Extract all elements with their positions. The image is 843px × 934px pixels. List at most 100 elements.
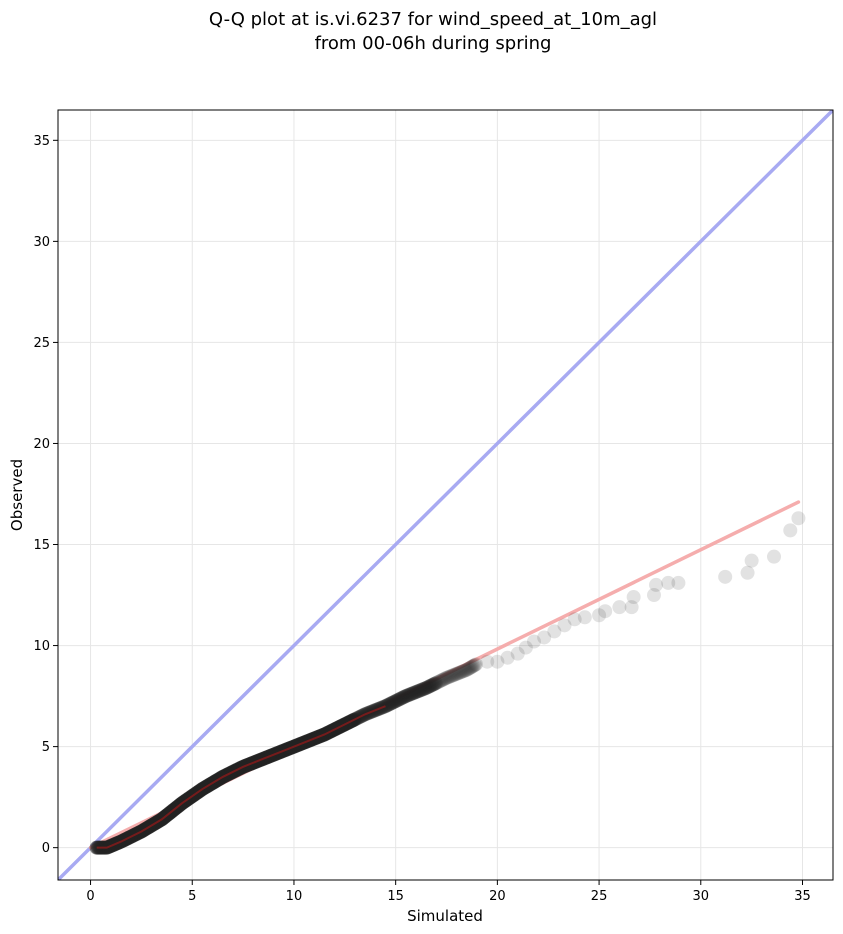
data-point	[445, 668, 460, 683]
x-tick-label: 30	[693, 889, 710, 904]
data-point	[404, 686, 419, 701]
data-point	[402, 687, 417, 702]
data-point	[436, 672, 451, 687]
data-point	[459, 662, 474, 677]
data-point	[480, 654, 495, 669]
data-point	[626, 590, 641, 605]
data-point	[526, 634, 541, 649]
data-point	[392, 692, 407, 707]
data-point	[411, 684, 426, 699]
scatter-points	[480, 511, 806, 669]
data-point	[453, 665, 468, 680]
data-point	[403, 687, 418, 702]
y-tick-label: 35	[33, 134, 50, 149]
y-axis-ticks: 0 5 10 15 20 25 30 35	[33, 134, 58, 856]
data-point	[450, 666, 465, 681]
y-tick-label: 25	[33, 336, 50, 351]
data-point	[740, 565, 755, 580]
data-point	[394, 691, 409, 706]
data-point	[380, 698, 395, 713]
data-point	[649, 577, 664, 592]
data-point	[422, 679, 437, 694]
data-point	[428, 676, 443, 691]
data-point	[783, 523, 798, 538]
data-point	[398, 689, 413, 704]
data-point	[412, 683, 427, 698]
data-point	[434, 673, 449, 688]
data-point	[661, 575, 676, 590]
plot-frame	[57, 109, 834, 881]
data-point	[426, 677, 441, 692]
data-point	[466, 658, 481, 673]
data-point	[460, 662, 475, 677]
data-point	[438, 671, 453, 686]
data-point	[437, 671, 452, 686]
y-axis-label: Observed	[8, 459, 26, 531]
data-point	[416, 681, 431, 696]
data-point	[458, 663, 473, 678]
data-point	[718, 569, 733, 584]
data-point	[399, 688, 414, 703]
regression-line-core	[96, 705, 386, 849]
identity-line	[58, 110, 833, 880]
x-tick-label: 5	[188, 889, 196, 904]
data-point	[397, 689, 412, 704]
data-point	[490, 654, 505, 669]
data-point	[413, 683, 428, 698]
x-axis-label: Simulated	[407, 907, 483, 925]
data-point	[444, 669, 459, 684]
data-point	[420, 680, 435, 695]
data-point	[465, 659, 480, 674]
y-tick-label: 10	[33, 639, 50, 654]
data-point	[518, 640, 533, 655]
data-point	[462, 660, 477, 675]
data-point	[537, 630, 552, 645]
data-point	[463, 660, 478, 675]
data-point	[379, 698, 394, 713]
data-point	[409, 685, 424, 700]
y-tick-label: 30	[33, 235, 50, 250]
data-point	[646, 588, 661, 603]
data-point	[547, 624, 562, 639]
data-point	[418, 681, 433, 696]
data-point	[433, 674, 448, 689]
data-point	[510, 646, 525, 661]
data-point	[384, 696, 399, 711]
data-point	[469, 657, 484, 672]
data-point	[557, 618, 572, 633]
data-point	[427, 676, 442, 691]
y-tick-label: 15	[33, 538, 50, 553]
x-tick-label: 0	[86, 889, 94, 904]
data-point	[390, 693, 405, 708]
data-point	[406, 685, 421, 700]
data-point	[419, 681, 434, 696]
y-tick-label: 20	[33, 437, 50, 452]
data-point	[612, 600, 627, 615]
data-point	[439, 670, 454, 685]
chart-title-line-1: Q-Q plot at is.vi.6237 for wind_speed_at…	[209, 9, 657, 30]
data-point	[381, 697, 396, 712]
data-point	[410, 684, 425, 699]
data-point	[430, 675, 445, 690]
data-point	[456, 664, 471, 679]
data-point	[567, 612, 582, 627]
data-point	[385, 695, 400, 710]
y-tick-label: 0	[42, 841, 50, 856]
x-tick-label: 20	[489, 889, 506, 904]
data-point	[455, 664, 470, 679]
data-point	[429, 675, 444, 690]
data-point	[464, 659, 479, 674]
data-point	[744, 553, 759, 568]
data-point	[432, 674, 447, 689]
data-point	[447, 667, 462, 682]
data-point	[425, 677, 440, 692]
data-point	[405, 686, 420, 701]
data-point	[791, 511, 806, 526]
data-point	[395, 690, 410, 705]
plot-area	[58, 110, 833, 880]
data-point	[767, 549, 782, 564]
data-point	[449, 666, 464, 681]
data-point	[435, 673, 450, 688]
data-point	[598, 604, 613, 619]
